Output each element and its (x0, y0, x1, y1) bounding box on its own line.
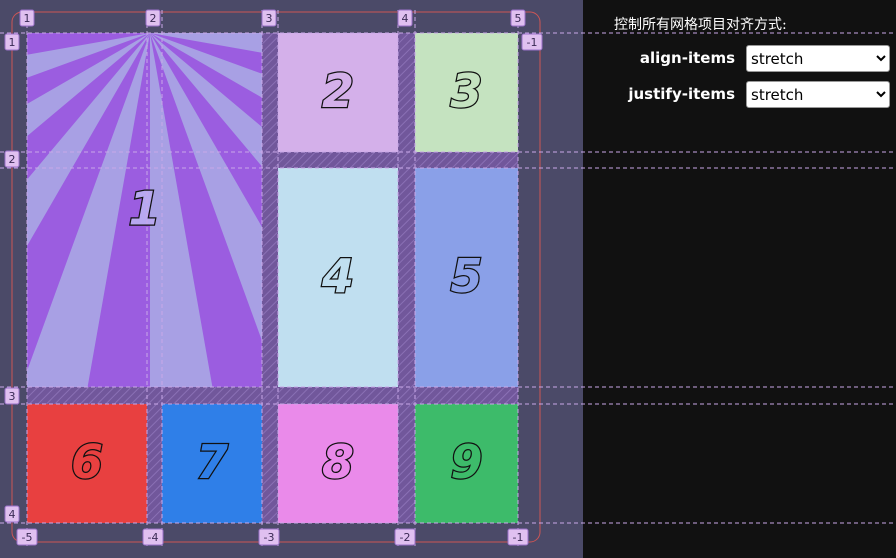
grid-item (27, 404, 147, 523)
grid-item (278, 33, 398, 152)
item-number: 4 (321, 249, 354, 303)
line-badge (507, 528, 529, 546)
grid-item (278, 168, 398, 387)
item-number: 1 (128, 182, 160, 236)
line-badge (4, 505, 20, 523)
ray (27, 33, 150, 137)
select[interactable]: stretch (746, 81, 890, 108)
line-number: 3 (266, 12, 273, 25)
line-number: 1 (9, 36, 16, 49)
line-number: 4 (9, 508, 16, 521)
item-number: 8 (322, 435, 354, 489)
line-badge (145, 9, 161, 27)
ray (150, 33, 262, 167)
line-badge (142, 528, 164, 546)
cells: 1 2 3 4 5 6 7 8 9 (27, 33, 518, 523)
ray (150, 33, 262, 341)
line-number: 5 (515, 12, 522, 25)
line-badge (510, 9, 526, 27)
line-badge (4, 387, 20, 405)
line-badge (261, 9, 277, 27)
item-number: 9 (450, 435, 482, 489)
line-badge (394, 528, 416, 546)
line-number: -5 (22, 531, 33, 544)
line-number: -1 (513, 531, 524, 544)
grid-lines: 1 2 3 4 5 1 2 3 4 -1 -5 -4 -3 -2 -1 (0, 9, 896, 548)
line-number: -2 (400, 531, 411, 544)
grid-item (278, 404, 398, 523)
line-number: -3 (264, 531, 275, 544)
line-badge (397, 9, 413, 27)
control-label: align-items (639, 49, 735, 67)
line-badge (4, 150, 20, 168)
control-row: justify-items stretch (600, 81, 890, 108)
grid-item (415, 168, 518, 387)
line-number: 2 (150, 12, 157, 25)
line-badge (19, 9, 35, 27)
item-number: 5 (450, 249, 482, 303)
control-label: justify-items (628, 85, 735, 103)
line-badge (4, 33, 20, 51)
grid-item (415, 404, 518, 523)
grid-item (162, 404, 262, 523)
line-number: -4 (148, 531, 159, 544)
line-badge (258, 528, 280, 546)
line-badge (16, 528, 38, 546)
control-row: align-items stretch (600, 45, 890, 72)
item-number: 6 (71, 435, 103, 489)
item-number: 7 (196, 435, 228, 489)
ray (150, 33, 262, 53)
line-number: 2 (9, 153, 16, 166)
sunburst (27, 33, 262, 387)
item-number: 2 (322, 64, 354, 118)
item-number: 3 (450, 64, 482, 118)
line-badge (521, 33, 543, 51)
ray (27, 33, 150, 247)
line-number: -1 (527, 36, 538, 49)
ray (150, 33, 213, 387)
panel-title: 控制所有网格项目对齐方式: (614, 17, 787, 33)
grid-item (415, 33, 518, 152)
ray (27, 33, 150, 78)
line-number: 4 (402, 12, 409, 25)
line-number: 1 (24, 12, 31, 25)
ray (150, 33, 262, 98)
ray (27, 33, 150, 387)
line-number: 3 (9, 390, 16, 403)
select[interactable]: stretch (746, 45, 890, 72)
